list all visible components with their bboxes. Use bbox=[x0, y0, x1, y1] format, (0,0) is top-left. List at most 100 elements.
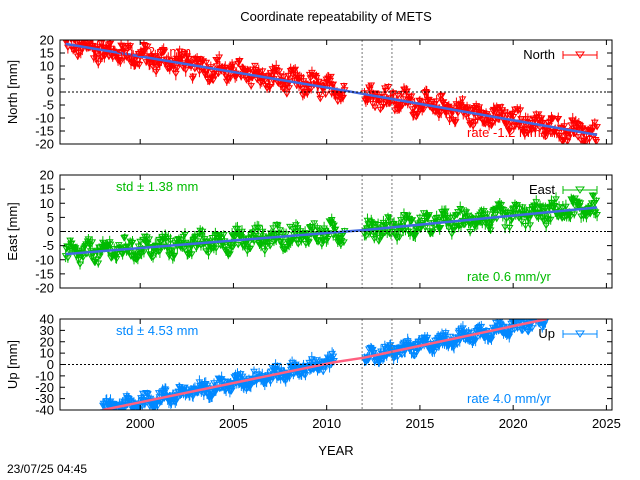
up-data-point bbox=[103, 409, 112, 410]
north-data-point bbox=[228, 61, 237, 69]
north-data-point bbox=[488, 119, 497, 127]
north-data-point bbox=[189, 73, 198, 81]
east-data-point bbox=[486, 227, 495, 234]
north-data-point bbox=[202, 59, 211, 67]
east-data-point bbox=[337, 237, 346, 245]
east-data-point bbox=[180, 245, 189, 253]
x-tick-label: 2020 bbox=[499, 416, 528, 431]
north-data-point bbox=[284, 72, 293, 80]
north-data-point bbox=[151, 53, 160, 60]
east-data-point bbox=[447, 231, 456, 238]
north-data-point bbox=[282, 91, 291, 98]
east-data-point bbox=[292, 237, 301, 244]
north-data-point bbox=[108, 54, 117, 62]
north-data-point bbox=[592, 138, 601, 144]
east-data-point bbox=[273, 222, 282, 230]
up-std-label: std ± 4.53 mm bbox=[116, 323, 198, 338]
east-data-point bbox=[95, 253, 104, 260]
north-data-point bbox=[135, 61, 144, 69]
north-data-point bbox=[458, 96, 467, 103]
north-data-point bbox=[475, 104, 484, 111]
north-data-point bbox=[306, 75, 315, 82]
up-y-tick-label: 20 bbox=[40, 334, 54, 349]
east-data-point bbox=[562, 203, 570, 211]
east-y-tick-label: 0 bbox=[47, 224, 54, 239]
up-data-point bbox=[161, 387, 170, 395]
east-data-point bbox=[513, 202, 522, 209]
east-data-point bbox=[155, 248, 164, 255]
east-data-point bbox=[382, 221, 391, 229]
north-trend-line bbox=[65, 42, 598, 137]
up-data-point bbox=[189, 393, 197, 401]
up-data-point bbox=[505, 333, 514, 341]
north-data-point bbox=[463, 106, 472, 113]
north-data-point bbox=[215, 54, 224, 62]
east-data-point bbox=[432, 215, 441, 222]
north-rate-label: rate -1.2 mm/yr bbox=[467, 125, 556, 140]
up-data-point bbox=[110, 413, 116, 418]
east-y-tick-label: 5 bbox=[47, 210, 54, 225]
north-data-point bbox=[211, 73, 220, 80]
north-data-point bbox=[303, 90, 312, 98]
east-data-point bbox=[156, 238, 165, 246]
north-data-point bbox=[169, 67, 178, 74]
north-y-tick-label: -15 bbox=[35, 124, 54, 139]
east-y-tick-label: -10 bbox=[35, 252, 54, 267]
east-data-point bbox=[106, 241, 115, 249]
up-data-point bbox=[111, 412, 117, 417]
north-data-point bbox=[69, 33, 75, 38]
north-data-point bbox=[320, 79, 328, 87]
east-data-point bbox=[488, 218, 497, 226]
north-data-point bbox=[381, 87, 390, 95]
up-data-point bbox=[471, 337, 480, 344]
east-data-point bbox=[395, 234, 404, 241]
north-data-point bbox=[195, 68, 204, 75]
up-data-point bbox=[399, 339, 408, 347]
east-data-point bbox=[145, 236, 154, 243]
north-data-point bbox=[146, 60, 154, 67]
east-data-point bbox=[260, 248, 269, 255]
east-data-point bbox=[88, 239, 97, 246]
east-data-point bbox=[421, 224, 430, 232]
north-data-point bbox=[517, 116, 525, 123]
east-data-point bbox=[566, 214, 575, 221]
north-data-point bbox=[539, 119, 547, 127]
east-data-point bbox=[86, 242, 94, 250]
east-data-point bbox=[327, 217, 336, 224]
up-data-point bbox=[233, 372, 242, 379]
north-y-axis-label: North [mm] bbox=[5, 60, 20, 124]
up-data-point bbox=[524, 329, 533, 336]
north-data-point bbox=[339, 94, 348, 102]
north-data-point bbox=[509, 114, 518, 121]
east-data-point bbox=[525, 207, 534, 214]
north-data-point bbox=[247, 83, 256, 90]
north-data-point bbox=[566, 131, 575, 138]
north-data-point bbox=[593, 124, 601, 131]
east-data-point bbox=[113, 251, 122, 258]
east-data-point bbox=[416, 214, 424, 222]
north-data-point bbox=[399, 96, 408, 103]
up-data-point bbox=[387, 345, 396, 352]
east-data-point bbox=[225, 251, 234, 258]
east-data-point bbox=[425, 212, 433, 219]
x-axis-ticks: 2000 2005 2010 2015 2020 2025 bbox=[126, 416, 621, 431]
east-data-point bbox=[244, 240, 253, 247]
east-data-point bbox=[446, 214, 455, 222]
east-data-point bbox=[576, 200, 585, 207]
up-y-tick-label: 40 bbox=[40, 312, 54, 327]
north-data-point bbox=[316, 95, 325, 103]
north-data-point bbox=[312, 74, 321, 82]
north-y-tick-label: -10 bbox=[35, 111, 54, 126]
up-data-point bbox=[319, 368, 328, 376]
east-data-point bbox=[269, 225, 278, 232]
up-data-point bbox=[393, 354, 402, 361]
up-data-point bbox=[116, 411, 122, 416]
east-data-point bbox=[314, 237, 323, 245]
north-data-point bbox=[527, 127, 536, 134]
east-data-point bbox=[542, 222, 551, 230]
east-data-point bbox=[114, 242, 123, 249]
east-data-point bbox=[91, 259, 100, 266]
east-data-point bbox=[308, 226, 317, 234]
north-data-point bbox=[251, 62, 259, 70]
